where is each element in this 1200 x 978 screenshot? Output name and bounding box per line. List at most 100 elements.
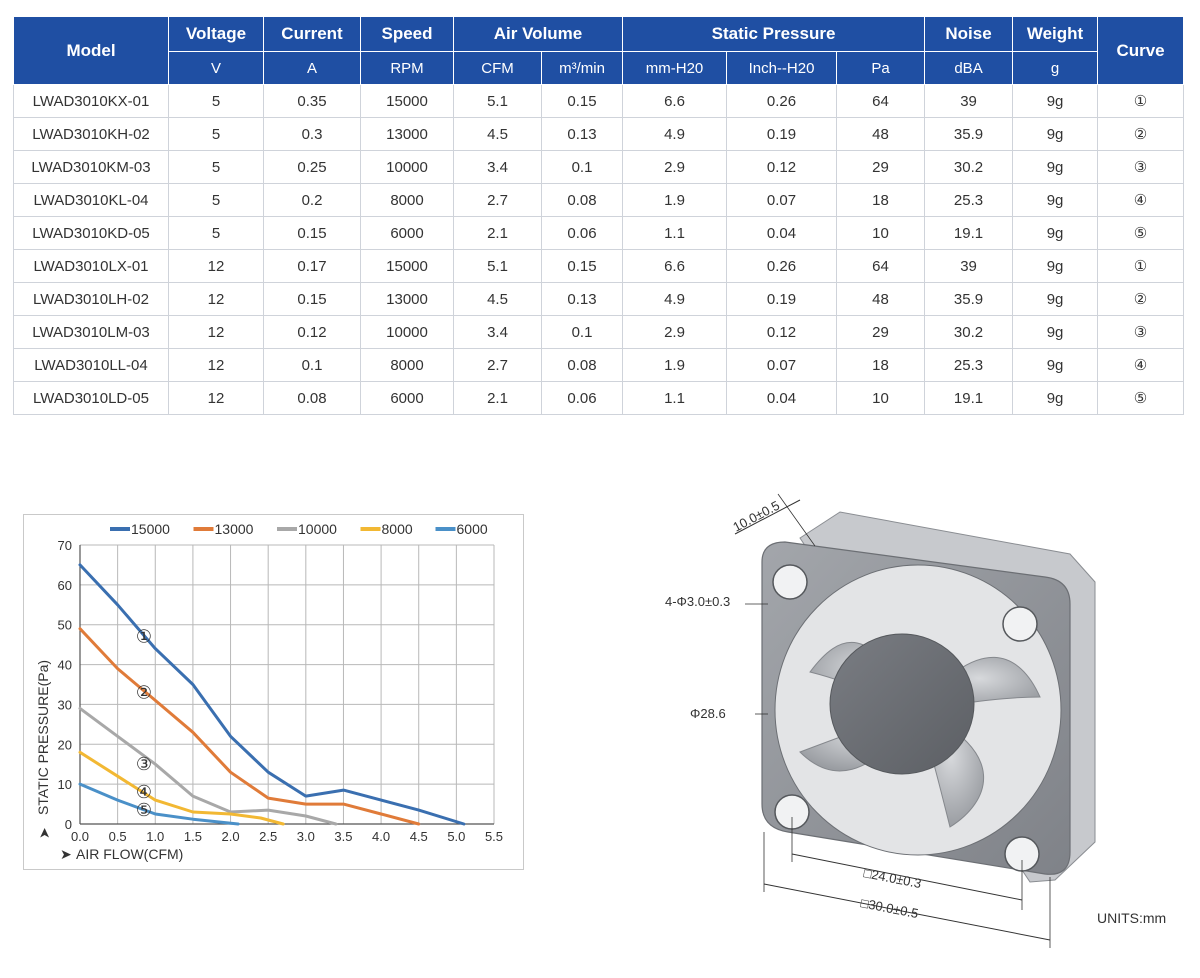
table-cell: 0.15 — [540, 84, 624, 118]
x-tick-label: 0.5 — [109, 829, 127, 844]
unit-m3-min: m³/min — [540, 51, 624, 85]
dim-depth-label: 10.0±0.5 — [730, 498, 782, 535]
table-cell: 29 — [836, 150, 926, 184]
table-cell: 12 — [168, 348, 264, 382]
y-tick-label: 20 — [58, 737, 72, 752]
table-cell: ④ — [1097, 183, 1185, 217]
table-cell: 0.12 — [726, 315, 838, 349]
pq-curve-chart: 0.0 0.5 1.0 1.5 2.0 2.5 3.0 3.5 4.0 4.5 5.0 5.5 0 10 2… — [23, 514, 524, 870]
table-cell: LWAD3010KH-02 — [13, 117, 169, 151]
table-cell: ① — [1097, 249, 1185, 283]
dim-line-depth-ext — [777, 493, 816, 547]
table-row: LWAD3010KD-05 5 0.15 6000 2.1 0.06 1.1 0.04 10 19… — [13, 216, 1185, 250]
table-cell: 35.9 — [924, 282, 1014, 316]
table-cell: LWAD3010KD-05 — [13, 216, 169, 250]
table-cell: 6.6 — [622, 249, 728, 283]
table-cell: 30.2 — [924, 315, 1014, 349]
x-tick-label: 1.0 — [146, 829, 164, 844]
y-tick-label: 70 — [58, 538, 72, 553]
mount-hole — [1002, 606, 1038, 642]
table-cell: 0.13 — [540, 117, 624, 151]
x-tick-label: 4.0 — [372, 829, 390, 844]
table-row: LWAD3010LD-05 12 0.08 6000 2.1 0.06 1.1 0.04 10 1… — [13, 381, 1185, 415]
table-cell: 0.1 — [540, 150, 624, 184]
table-cell: LWAD3010LH-02 — [13, 282, 169, 316]
table-cell: 9g — [1012, 84, 1099, 118]
legend-label: 10000 — [298, 521, 337, 537]
table-cell: 9g — [1012, 381, 1099, 415]
table-cell: 12 — [168, 381, 264, 415]
table-cell: 13000 — [360, 117, 454, 151]
header-current: Current — [263, 16, 361, 52]
x-tick-label: 3.0 — [297, 829, 315, 844]
table-cell: ② — [1097, 117, 1185, 151]
table-cell: 4.5 — [453, 117, 542, 151]
table-cell: LWAD3010LD-05 — [13, 381, 169, 415]
table-cell: 1.9 — [622, 183, 728, 217]
y-axis-label: STATIC PRESSURE(Pa) — [35, 660, 51, 815]
curve-marker: ① — [136, 627, 152, 648]
table-cell: 5.1 — [453, 84, 542, 118]
x-tick-label: 2.0 — [222, 829, 240, 844]
table-cell: 0.12 — [726, 150, 838, 184]
table-cell: 0.1 — [263, 348, 361, 382]
table-cell: 2.9 — [622, 150, 728, 184]
y-axis-arrow-icon: ➤ — [36, 827, 52, 839]
table-cell: 5 — [168, 150, 264, 184]
table-cell: 29 — [836, 315, 926, 349]
table-cell: 0.07 — [726, 348, 838, 382]
table-cell: 64 — [836, 249, 926, 283]
table-cell: 0.08 — [540, 183, 624, 217]
table-cell: 0.08 — [263, 381, 361, 415]
unit-cfm: CFM — [453, 51, 542, 85]
table-cell: 5 — [168, 183, 264, 217]
unit-inch-h2o: Inch--H20 — [726, 51, 838, 85]
unit-voltage: V — [168, 51, 264, 85]
table-row: LWAD3010LX-01 12 0.17 15000 5.1 0.15 6.6 0.26 64… — [13, 249, 1185, 283]
table-cell: 5 — [168, 216, 264, 250]
unit-speed: RPM — [360, 51, 454, 85]
table-cell: 5 — [168, 117, 264, 151]
unit-mm-h2o: mm-H20 — [622, 51, 728, 85]
table-cell: 10 — [836, 381, 926, 415]
table-cell: 10000 — [360, 150, 454, 184]
x-tick-label: 3.5 — [334, 829, 352, 844]
y-tick-label: 40 — [58, 658, 72, 673]
table-cell: 13000 — [360, 282, 454, 316]
table-cell: 48 — [836, 282, 926, 316]
y-tick-label: 60 — [58, 578, 72, 593]
table-cell: 0.19 — [726, 282, 838, 316]
table-cell: 9g — [1012, 150, 1099, 184]
table-cell: 19.1 — [924, 381, 1014, 415]
table-cell: 5.1 — [453, 249, 542, 283]
table-cell: 0.04 — [726, 216, 838, 250]
table-cell: 0.17 — [263, 249, 361, 283]
table-cell: 0.15 — [263, 282, 361, 316]
table-cell: 0.3 — [263, 117, 361, 151]
table-cell: 4.9 — [622, 117, 728, 151]
curve-marker: ⑤ — [136, 800, 152, 821]
header-speed: Speed — [360, 16, 454, 52]
table-cell: 1.1 — [622, 216, 728, 250]
dim-holes-label: 4-Φ3.0±0.3 — [665, 594, 730, 609]
table-cell: 0.25 — [263, 150, 361, 184]
header-model: Model — [13, 16, 169, 85]
table-cell: 25.3 — [924, 348, 1014, 382]
table-cell: 9g — [1012, 183, 1099, 217]
table-cell: LWAD3010KM-03 — [13, 150, 169, 184]
table-cell: 3.4 — [453, 150, 542, 184]
table-cell: 9g — [1012, 315, 1099, 349]
legend-label: 13000 — [215, 521, 254, 537]
table-cell: 2.7 — [453, 348, 542, 382]
table-cell: 0.19 — [726, 117, 838, 151]
table-cell: 35.9 — [924, 117, 1014, 151]
table-cell: 6000 — [360, 216, 454, 250]
table-cell: ⑤ — [1097, 381, 1185, 415]
series-line-10000 — [78, 706, 338, 826]
legend-label: 6000 — [457, 521, 488, 537]
header-static-pressure: Static Pressure — [622, 16, 926, 52]
table-cell: 3.4 — [453, 315, 542, 349]
dim-fan-dia-label: Φ28.6 — [690, 706, 726, 721]
table-cell: 25.3 — [924, 183, 1014, 217]
table-cell: 4.9 — [622, 282, 728, 316]
